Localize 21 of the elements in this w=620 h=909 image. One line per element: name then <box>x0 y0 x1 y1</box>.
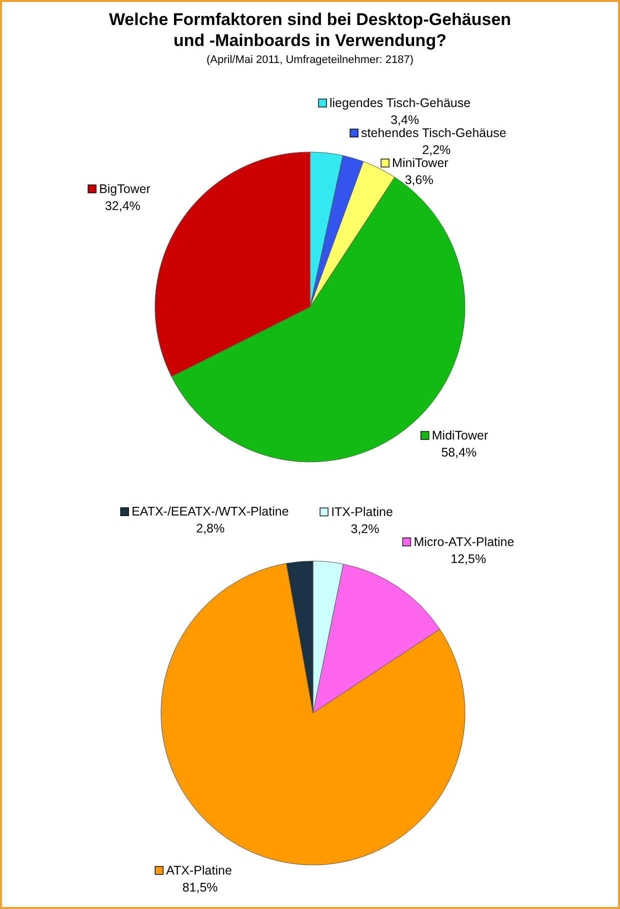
legend-label: Micro-ATX-Platine <box>414 534 514 549</box>
data-label: 58,4% <box>441 446 477 460</box>
data-label: 12,5% <box>450 552 486 566</box>
chart-subtitle: (April/Mai 2011, Umfrageteilnehmer: 2187) <box>206 54 414 66</box>
legend-label: stehendes Tisch-Gehäuse <box>361 126 506 140</box>
legend-label: BigTower <box>99 182 150 196</box>
data-label: 3,6% <box>404 173 434 188</box>
data-label: 2,2% <box>422 143 451 158</box>
legend-label: MidiTower <box>432 428 488 443</box>
data-label: 81,5% <box>182 880 218 894</box>
data-label: 32,4% <box>104 198 140 213</box>
legend-label: EATX-/EEATX-/WTX-Platine <box>132 504 289 519</box>
data-label: 3,2% <box>350 522 380 536</box>
legend-label: ITX-Platine <box>331 504 393 519</box>
pie-slice <box>160 563 466 866</box>
legend-label: ATX-Platine <box>166 863 232 878</box>
data-label: 2,8% <box>196 522 225 536</box>
data-label: 3,4% <box>390 113 420 128</box>
legend-label: MiniTower <box>392 156 448 170</box>
legend-label: liegendes Tisch-Gehäuse <box>330 96 471 110</box>
chart-title: Welche Formfaktoren sind bei Desktop-Gehäusen und -Mainboards in Verwendung? <box>108 10 512 50</box>
